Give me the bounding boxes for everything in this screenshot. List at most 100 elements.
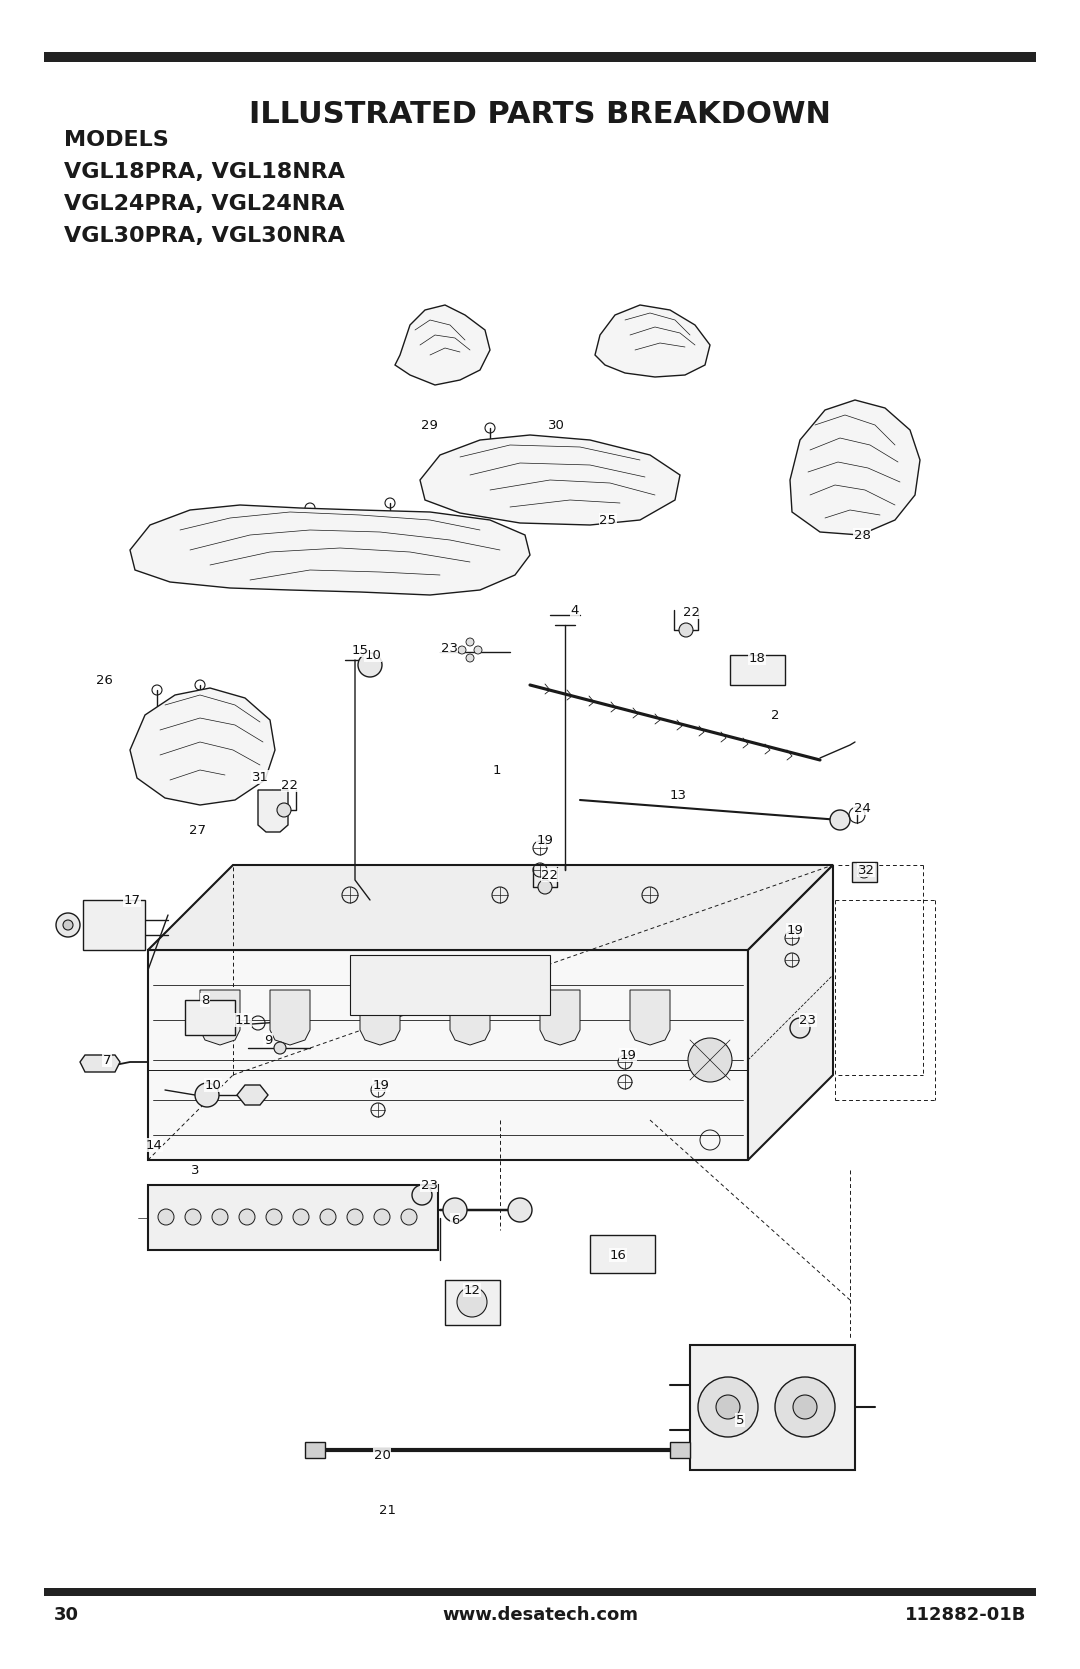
Text: 29: 29: [420, 419, 437, 432]
Text: 30: 30: [54, 1606, 79, 1624]
Text: VGL24PRA, VGL24NRA: VGL24PRA, VGL24NRA: [64, 194, 345, 214]
Circle shape: [293, 1208, 309, 1225]
Circle shape: [63, 920, 73, 930]
Text: 19: 19: [786, 923, 804, 936]
Circle shape: [374, 1208, 390, 1225]
Polygon shape: [148, 950, 748, 1160]
Circle shape: [465, 654, 474, 663]
Circle shape: [239, 1208, 255, 1225]
Text: 27: 27: [189, 823, 205, 836]
Polygon shape: [305, 1442, 325, 1459]
Polygon shape: [450, 990, 490, 1045]
Text: 18: 18: [748, 651, 766, 664]
Text: www.desatech.com: www.desatech.com: [442, 1606, 638, 1624]
Text: 23: 23: [441, 641, 458, 654]
Polygon shape: [595, 305, 710, 377]
Text: 17: 17: [123, 893, 140, 906]
Circle shape: [266, 1208, 282, 1225]
Text: MODELS: MODELS: [64, 130, 168, 150]
Text: 25: 25: [599, 514, 617, 526]
Circle shape: [858, 866, 870, 878]
Text: 6: 6: [450, 1213, 459, 1227]
Text: 4: 4: [571, 604, 579, 616]
Text: 8: 8: [201, 993, 210, 1006]
Circle shape: [698, 1377, 758, 1437]
Bar: [83, 900, 145, 950]
Text: VGL30PRA, VGL30NRA: VGL30PRA, VGL30NRA: [64, 225, 345, 245]
Circle shape: [716, 1395, 740, 1419]
Polygon shape: [130, 506, 530, 596]
Circle shape: [793, 1395, 816, 1419]
Text: 15: 15: [351, 644, 368, 656]
Text: 1: 1: [492, 763, 501, 776]
Text: 10: 10: [365, 649, 381, 661]
Polygon shape: [540, 990, 580, 1045]
Circle shape: [401, 1208, 417, 1225]
Circle shape: [443, 1198, 467, 1222]
Bar: [730, 654, 785, 684]
Polygon shape: [630, 990, 670, 1045]
Bar: [690, 1345, 855, 1470]
Text: 112882-01B: 112882-01B: [905, 1606, 1026, 1624]
Text: 20: 20: [374, 1449, 391, 1462]
Text: 10: 10: [204, 1078, 221, 1092]
Bar: [445, 1280, 500, 1325]
Circle shape: [195, 1083, 219, 1107]
Text: 23: 23: [420, 1178, 437, 1192]
Circle shape: [276, 803, 291, 818]
Circle shape: [465, 638, 474, 646]
Text: 19: 19: [373, 1078, 390, 1092]
Circle shape: [789, 1018, 810, 1038]
Circle shape: [347, 1208, 363, 1225]
Polygon shape: [200, 990, 240, 1045]
Text: 22: 22: [282, 778, 298, 791]
Text: 31: 31: [252, 771, 269, 783]
Bar: [590, 1235, 654, 1273]
Bar: [148, 1185, 438, 1250]
Text: 19: 19: [620, 1048, 636, 1061]
Polygon shape: [395, 305, 490, 386]
Text: 16: 16: [609, 1248, 626, 1262]
Polygon shape: [360, 990, 400, 1045]
Text: 28: 28: [853, 529, 870, 541]
Text: 30: 30: [548, 419, 565, 432]
Bar: [350, 955, 550, 1015]
Bar: [44, 1587, 1036, 1596]
Polygon shape: [270, 990, 310, 1045]
Text: 14: 14: [146, 1138, 162, 1152]
Circle shape: [274, 1041, 286, 1055]
Text: 32: 32: [858, 863, 875, 876]
Circle shape: [320, 1208, 336, 1225]
Polygon shape: [420, 436, 680, 526]
Text: 9: 9: [264, 1033, 272, 1046]
Text: 11: 11: [234, 1013, 252, 1026]
Circle shape: [508, 1198, 532, 1222]
Text: 26: 26: [95, 674, 112, 686]
Text: 7: 7: [103, 1053, 111, 1066]
Circle shape: [212, 1208, 228, 1225]
Circle shape: [457, 1287, 487, 1317]
Bar: [185, 1000, 235, 1035]
Text: 3: 3: [191, 1163, 199, 1177]
Circle shape: [185, 1208, 201, 1225]
Text: 13: 13: [670, 788, 687, 801]
Polygon shape: [148, 865, 833, 950]
Bar: [44, 52, 1036, 62]
Polygon shape: [748, 865, 833, 1160]
Text: ILLUSTRATED PARTS BREAKDOWN: ILLUSTRATED PARTS BREAKDOWN: [249, 100, 831, 129]
Circle shape: [158, 1208, 174, 1225]
Circle shape: [538, 880, 552, 895]
Circle shape: [831, 809, 850, 829]
Polygon shape: [670, 1442, 690, 1459]
Circle shape: [411, 1185, 432, 1205]
Polygon shape: [130, 688, 275, 804]
Text: 19: 19: [537, 833, 553, 846]
Circle shape: [679, 623, 693, 638]
Polygon shape: [789, 401, 920, 536]
Text: 24: 24: [853, 801, 870, 814]
Circle shape: [458, 646, 465, 654]
Circle shape: [688, 1038, 732, 1082]
Text: VGL18PRA, VGL18NRA: VGL18PRA, VGL18NRA: [64, 162, 345, 182]
Bar: [852, 861, 877, 881]
Polygon shape: [258, 789, 288, 833]
